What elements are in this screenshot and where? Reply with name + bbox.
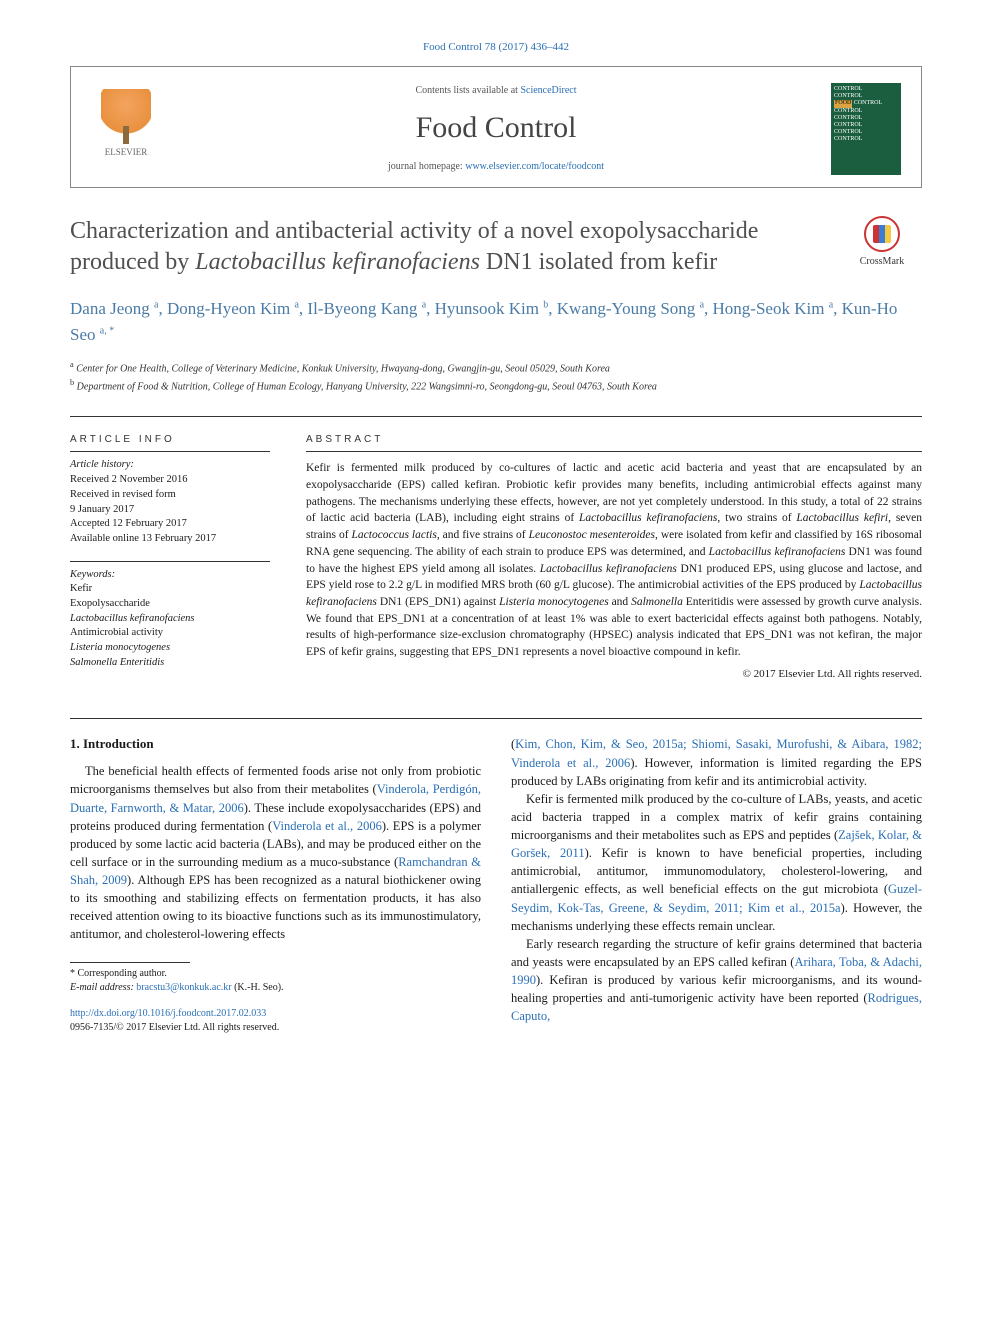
- affiliations: a Center for One Health, College of Vete…: [70, 359, 922, 394]
- history-label: Article history:: [70, 459, 134, 470]
- doi-link[interactable]: http://dx.doi.org/10.1016/j.foodcont.201…: [70, 1007, 481, 1021]
- elsevier-tree-icon: [101, 89, 151, 144]
- abstract-head: ABSTRACT: [306, 433, 922, 448]
- history-lines: Received 2 November 2016Received in revi…: [70, 473, 270, 546]
- cover-lines: CONTROLCONTROLFOOD CONTROLCONTROLCONTROL…: [834, 86, 898, 144]
- keywords-block: Keywords: KefirExopolysaccharideLactobac…: [70, 568, 270, 671]
- issn-copyright: 0956-7135/© 2017 Elsevier Ltd. All right…: [70, 1021, 481, 1035]
- publisher-name: ELSEVIER: [105, 146, 148, 159]
- abstract-copyright: © 2017 Elsevier Ltd. All rights reserved…: [306, 667, 922, 683]
- corresponding-author-footnote: * Corresponding author. E-mail address: …: [70, 967, 481, 995]
- article-info-sidebar: ARTICLE INFO Article history: Received 2…: [70, 433, 270, 683]
- author-list: Dana Jeong a, Dong-Hyeon Kim a, Il-Byeon…: [70, 296, 922, 347]
- sciencedirect-link[interactable]: ScienceDirect: [520, 85, 576, 96]
- doi-block: http://dx.doi.org/10.1016/j.foodcont.201…: [70, 1007, 481, 1035]
- article-history: Article history: Received 2 November 201…: [70, 458, 270, 546]
- abstract-text: Kefir is fermented milk produced by co-c…: [306, 460, 922, 660]
- paper-title: Characterization and antibacterial activ…: [70, 216, 822, 278]
- keywords-label: Keywords:: [70, 569, 115, 580]
- body-column-right: (Kim, Chon, Kim, & Seo, 2015a; Shiomi, S…: [511, 735, 922, 1034]
- corr-email[interactable]: bracstu3@konkuk.ac.kr: [136, 982, 231, 993]
- section-heading: 1. Introduction: [70, 735, 481, 754]
- crossmark-icon: [864, 216, 900, 252]
- crossmark-widget[interactable]: CrossMark: [842, 216, 922, 270]
- homepage-label: journal homepage:: [388, 161, 465, 172]
- intro-para-3: Early research regarding the structure o…: [511, 935, 922, 1026]
- crossmark-label: CrossMark: [860, 255, 904, 270]
- keywords-list: KefirExopolysaccharideLactobacillus kefi…: [70, 582, 270, 670]
- homepage-url[interactable]: www.elsevier.com/locate/foodcont: [465, 161, 604, 172]
- homepage-line: journal homepage: www.elsevier.com/locat…: [181, 160, 811, 175]
- corr-name: (K.-H. Seo).: [232, 982, 284, 993]
- email-label: E-mail address:: [70, 982, 136, 993]
- intro-para-cont: (Kim, Chon, Kim, & Seo, 2015a; Shiomi, S…: [511, 735, 922, 789]
- journal-cover-thumbnail: CONTROLCONTROLFOOD CONTROLCONTROLCONTROL…: [831, 83, 901, 175]
- contents-line: Contents lists available at ScienceDirec…: [181, 84, 811, 99]
- intro-para-1: The beneficial health effects of ferment…: [70, 762, 481, 943]
- article-info-head: ARTICLE INFO: [70, 433, 270, 448]
- corr-author-label: * Corresponding author.: [70, 967, 481, 981]
- contents-label: Contents lists available at: [415, 85, 520, 96]
- journal-name: Food Control: [181, 106, 811, 150]
- journal-reference: Food Control 78 (2017) 436–442: [70, 40, 922, 56]
- intro-para-2: Kefir is fermented milk produced by the …: [511, 790, 922, 935]
- elsevier-logo: ELSEVIER: [91, 89, 161, 169]
- masthead: ELSEVIER Contents lists available at Sci…: [70, 66, 922, 188]
- body-column-left: 1. Introduction The beneficial health ef…: [70, 735, 481, 1034]
